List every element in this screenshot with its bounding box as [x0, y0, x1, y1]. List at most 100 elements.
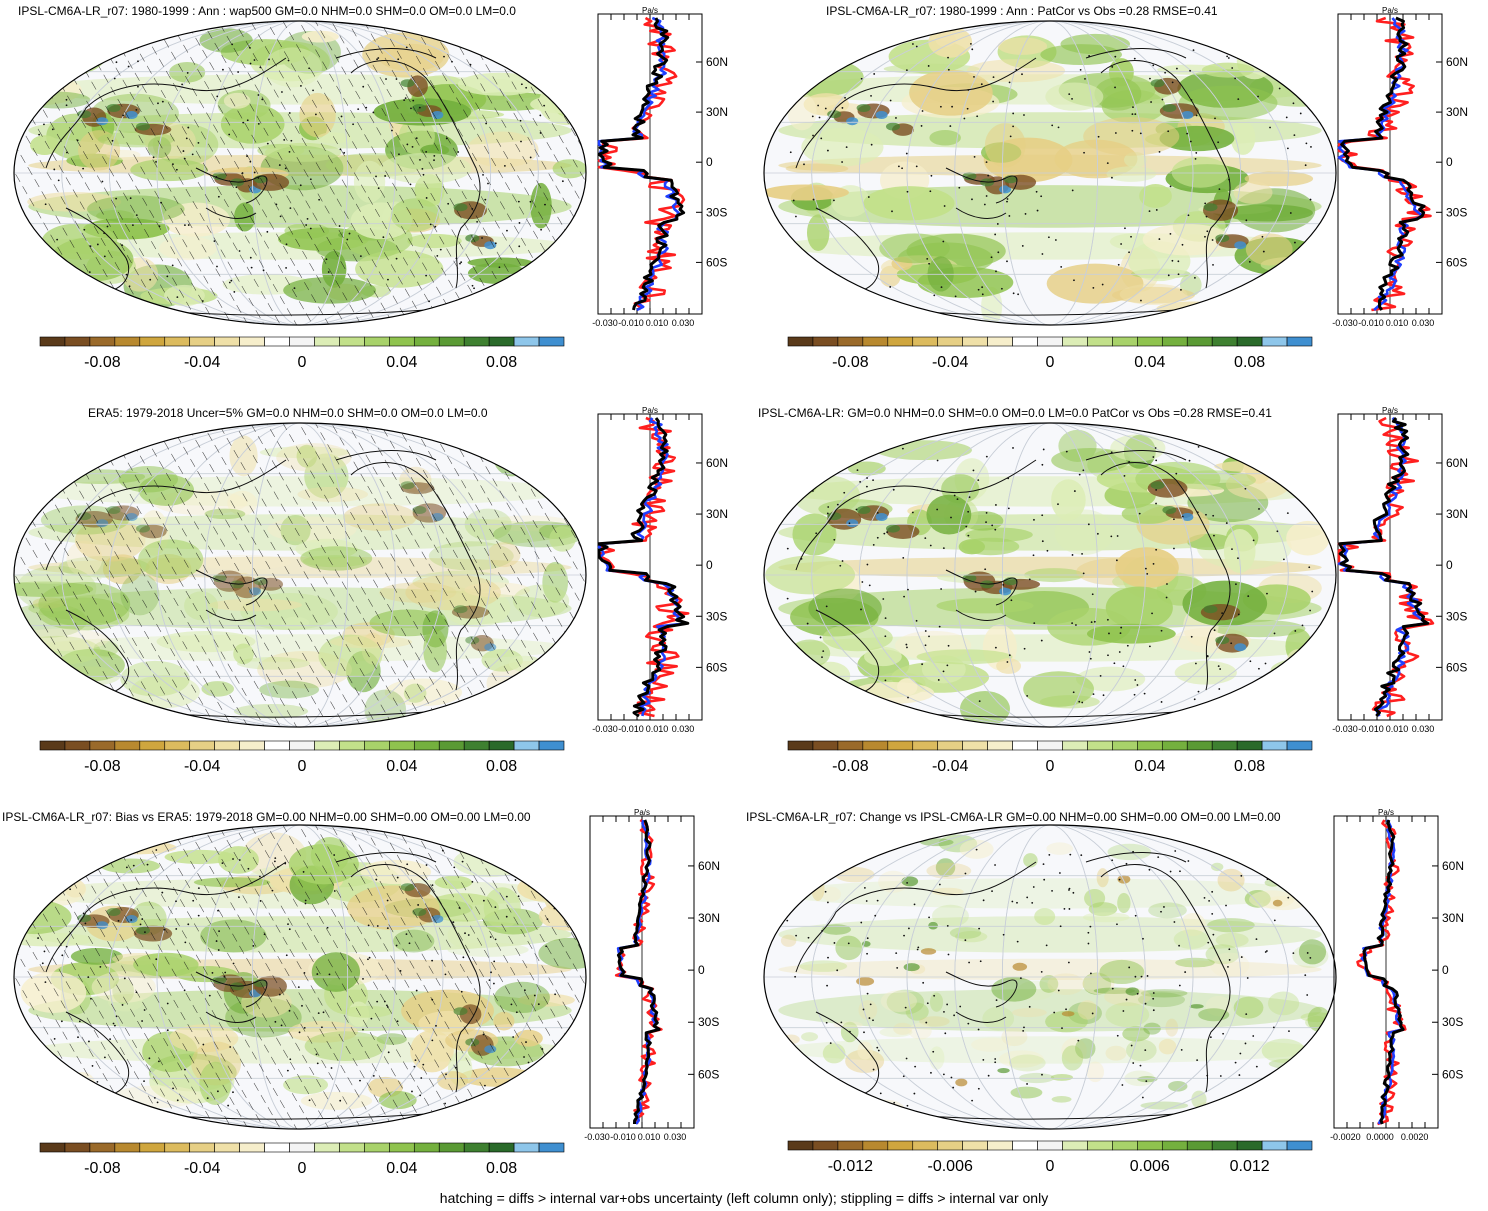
colorbar-swatch — [1112, 336, 1138, 347]
profile-lat-label: 60N — [706, 55, 728, 69]
profile-x-tick-label: 0.030 — [664, 1132, 687, 1142]
profile-x-tick-label: -0.010 — [1358, 724, 1384, 734]
colorbar-swatch — [114, 336, 141, 347]
colorbar-swatch — [339, 336, 365, 347]
colorbar-swatch — [1062, 336, 1088, 347]
profile-lat-label: 0 — [706, 155, 713, 169]
profile-x-tick-label: -0.010 — [1358, 318, 1384, 328]
map-1 — [13, 20, 587, 326]
colorbar-swatch — [787, 1140, 814, 1151]
colorbar-swatch — [488, 1142, 515, 1153]
map-2 — [763, 20, 1337, 326]
colorbar-swatch — [1286, 1140, 1313, 1151]
footer-note: hatching = diffs > internal var+obs unce… — [439, 1190, 1049, 1206]
profile-x-tick-label: 0.030 — [672, 724, 695, 734]
colorbar-tick-label: -0.08 — [832, 758, 869, 775]
colorbar-tick-label: 0.04 — [386, 758, 417, 775]
profile-line-black — [1338, 417, 1430, 718]
colorbar-swatch — [1161, 740, 1188, 751]
colorbar-swatch — [389, 740, 415, 751]
colorbar-swatch — [538, 740, 565, 751]
colorbar-tick-label: 0.012 — [1230, 1158, 1270, 1175]
profile-lat-label: 30S — [706, 205, 727, 219]
profile-lat-label: 30N — [1446, 507, 1468, 521]
colorbar-swatch — [862, 740, 889, 751]
colorbar-swatch — [1236, 1140, 1263, 1151]
colorbar-swatch — [1236, 336, 1263, 347]
profile-x-tick-label: 0.010 — [646, 318, 669, 328]
profile-unit-label: Pa/s — [1378, 808, 1394, 817]
profile-line-black — [597, 17, 686, 311]
panel-title-3: ERA5: 1979-2018 Uncer=5% GM=0.0 NHM=0.0 … — [88, 406, 488, 420]
profile-lat-label: 30N — [1442, 911, 1464, 925]
profile-x-tick-label: -0.030 — [1332, 318, 1358, 328]
colorbar-swatch — [364, 740, 390, 751]
colorbar-swatch — [1062, 740, 1088, 751]
profile-lat-label: 60N — [706, 456, 728, 470]
colorbar-tick-label: 0.08 — [1234, 354, 1265, 371]
colorbar-swatch — [139, 336, 166, 347]
colorbar-swatch — [1161, 336, 1188, 347]
colorbar-tick-label: -0.04 — [932, 758, 969, 775]
colorbar-swatch — [264, 1142, 290, 1153]
colorbar-tick-label: 0 — [298, 758, 307, 775]
colorbar-swatch — [114, 1142, 141, 1153]
profile-lat-label: 30S — [1442, 1015, 1463, 1029]
colorbar-swatch — [164, 336, 191, 347]
profile-lat-label: 60S — [706, 660, 727, 674]
colorbar-swatch — [887, 336, 914, 347]
colorbar-swatch — [239, 740, 265, 751]
colorbar-swatch — [64, 740, 91, 751]
zonal-profile-3: Pa/s -0.030 -0.010 0.010 0.030 60N 30N 0 30S 60S — [592, 406, 728, 734]
colorbar-tick-label: 0.08 — [1234, 758, 1265, 775]
profile-lat-label: 0 — [1446, 558, 1453, 572]
colorbar-swatch — [937, 336, 963, 347]
colorbar-swatch — [164, 740, 191, 751]
colorbar-swatch — [264, 336, 290, 347]
colorbar-tick-label: -0.006 — [928, 1158, 973, 1175]
map-3 — [13, 422, 587, 728]
profile-x-tick-label: -0.030 — [584, 1132, 610, 1142]
colorbar-tick-label: -0.08 — [84, 1160, 121, 1177]
profile-lat-label: 60S — [1442, 1067, 1463, 1081]
profile-lat-label: 60S — [706, 255, 727, 269]
colorbar-swatch — [438, 1142, 465, 1153]
colorbar-swatch — [364, 336, 390, 347]
profile-line-red — [1337, 16, 1432, 312]
colorbar-swatch — [39, 740, 66, 751]
colorbar-swatch — [837, 740, 864, 751]
colorbar-swatch — [64, 336, 91, 347]
colorbar-6: -0.012 -0.006 0 0.006 0.012 — [787, 1140, 1313, 1175]
colorbar-swatch — [1087, 336, 1113, 347]
profile-x-tick-label: 0.010 — [1386, 318, 1409, 328]
colorbar-swatch — [1211, 1140, 1238, 1151]
colorbar-swatch — [1286, 336, 1313, 347]
colorbar-swatch — [513, 740, 540, 751]
profile-lat-label: 60S — [698, 1067, 719, 1081]
zonal-profile-1: Pa/s -0.030 -0.010 0.010 0.030 60N 30N 0 30S 60S — [592, 6, 728, 328]
profile-lat-label: 60N — [1446, 55, 1468, 69]
profile-lat-label: 0 — [1446, 155, 1453, 169]
colorbar-swatch — [912, 336, 939, 347]
colorbar-swatch — [1037, 1140, 1063, 1151]
colorbar-4: -0.08 -0.04 0 0.04 0.08 — [787, 740, 1313, 775]
colorbar-tick-label: 0 — [298, 1160, 307, 1177]
colorbar-swatch — [389, 1142, 415, 1153]
profile-lat-label: 60S — [1446, 255, 1467, 269]
colorbar-swatch — [463, 1142, 490, 1153]
profile-x-tick-label: -0.0020 — [1330, 1132, 1361, 1142]
colorbar-tick-label: 0.08 — [486, 354, 517, 371]
colorbar-swatch — [912, 1140, 939, 1151]
colorbar-swatch — [1161, 1140, 1188, 1151]
profile-lat-label: 60N — [1446, 456, 1468, 470]
colorbar-2: -0.08 -0.04 0 0.04 0.08 — [787, 336, 1313, 371]
profile-x-tick-label: -0.030 — [592, 318, 618, 328]
profile-lat-label: 60S — [1446, 660, 1467, 674]
colorbar-swatch — [89, 1142, 116, 1153]
colorbar-swatch — [962, 1140, 988, 1151]
profile-unit-label: Pa/s — [634, 808, 650, 817]
profile-unit-label: Pa/s — [642, 6, 658, 15]
colorbar-swatch — [364, 1142, 390, 1153]
colorbar-swatch — [289, 1142, 315, 1153]
colorbar-swatch — [189, 1142, 215, 1153]
